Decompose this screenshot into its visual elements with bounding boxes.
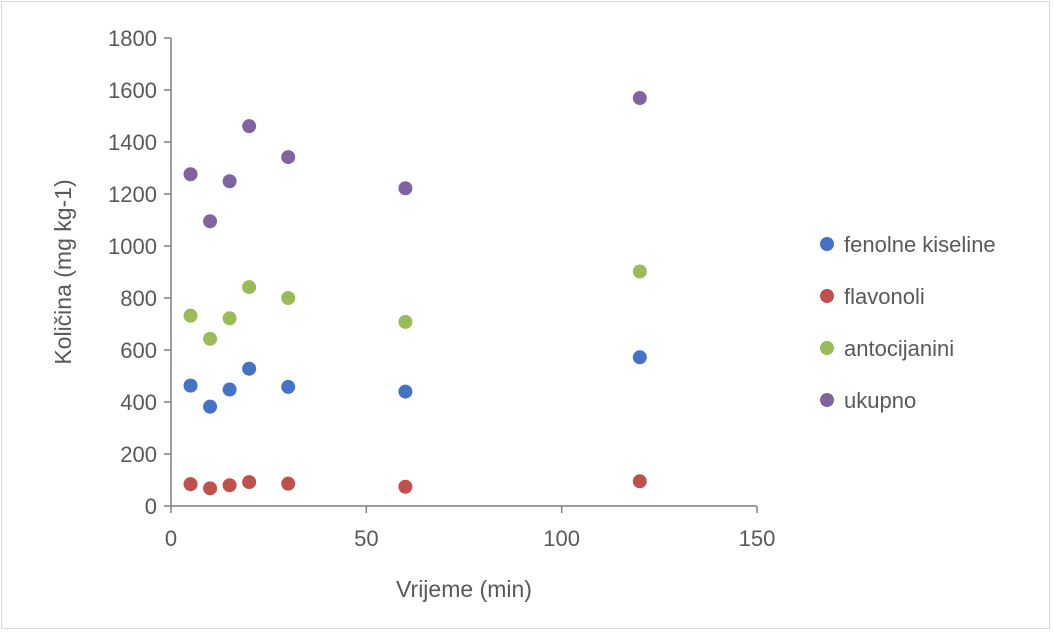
data-point bbox=[632, 91, 647, 106]
data-point bbox=[183, 167, 198, 182]
x-axis: 0 50 100 150 bbox=[165, 505, 776, 551]
data-point bbox=[222, 174, 237, 189]
y-tick-label: 1800 bbox=[108, 26, 157, 51]
legend-marker bbox=[820, 289, 834, 303]
x-tick-label: 100 bbox=[543, 526, 580, 551]
data-point bbox=[398, 181, 413, 196]
data-point bbox=[203, 481, 218, 496]
legend-marker bbox=[820, 393, 834, 407]
y-tick-label: 1200 bbox=[108, 182, 157, 207]
data-point bbox=[281, 150, 296, 165]
data-point bbox=[183, 477, 198, 492]
data-point bbox=[281, 379, 296, 394]
legend-marker bbox=[820, 237, 834, 251]
data-point bbox=[242, 119, 257, 134]
data-point bbox=[398, 314, 413, 329]
data-point bbox=[632, 474, 647, 489]
data-point bbox=[398, 479, 413, 494]
data-point bbox=[183, 378, 198, 393]
y-tick-label: 1400 bbox=[108, 130, 157, 155]
x-tick-label: 50 bbox=[354, 526, 378, 551]
y-tick-label: 1600 bbox=[108, 78, 157, 103]
y-tick-label: 800 bbox=[120, 286, 157, 311]
data-point bbox=[632, 350, 647, 365]
y-axis: 0 200 400 600 800 1000 1200 1400 1600 1800 bbox=[108, 26, 172, 519]
data-point bbox=[632, 264, 647, 279]
data-point bbox=[222, 311, 237, 326]
y-tick-label: 200 bbox=[120, 442, 157, 467]
y-tick-label: 1000 bbox=[108, 234, 157, 259]
data-point bbox=[281, 476, 296, 491]
x-tick-label: 150 bbox=[739, 526, 776, 551]
x-tick-label: 0 bbox=[165, 526, 177, 551]
data-point bbox=[242, 475, 257, 490]
legend-marker bbox=[820, 341, 834, 355]
data-point bbox=[203, 214, 218, 229]
data-point bbox=[203, 331, 218, 346]
y-tick-label: 600 bbox=[120, 338, 157, 363]
data-point bbox=[398, 384, 413, 399]
y-tick-label: 400 bbox=[120, 390, 157, 415]
data-point bbox=[242, 361, 257, 376]
y-tick-label: 0 bbox=[145, 494, 157, 519]
y-axis-label: Količina (mg kg-1) bbox=[50, 179, 76, 364]
legend: fenolne kiseline flavonoli antocijanini uku… bbox=[820, 232, 996, 413]
legend-label: fenolne kiseline bbox=[844, 232, 996, 257]
data-point bbox=[222, 478, 237, 493]
data-point bbox=[281, 291, 296, 305]
data-point bbox=[222, 382, 237, 397]
data-point bbox=[183, 308, 198, 323]
data-point bbox=[242, 280, 257, 295]
legend-label: ukupno bbox=[844, 388, 916, 413]
data-point bbox=[203, 399, 218, 414]
legend-label: antocijanini bbox=[844, 336, 954, 361]
x-axis-label: Vrijeme (min) bbox=[396, 576, 532, 602]
data-points bbox=[183, 91, 647, 496]
legend-label: flavonoli bbox=[844, 284, 925, 309]
